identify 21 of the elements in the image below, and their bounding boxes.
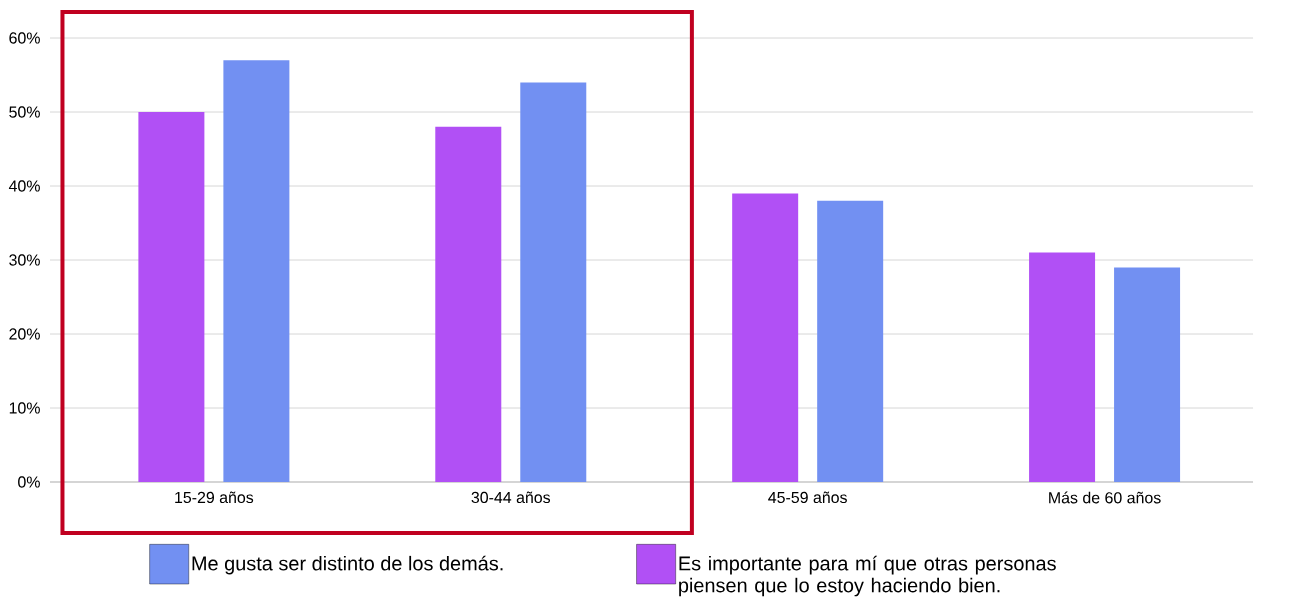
- bar: [138, 112, 205, 482]
- y-tick-label: 10%: [9, 402, 40, 414]
- legend-label: Es importante para mí que otras personas piensen que lo estoy haciendo bien.: [679, 555, 1056, 597]
- bar: [223, 60, 290, 482]
- y-tick-label: 40%: [8, 180, 40, 192]
- y-tick-label: 20%: [9, 328, 40, 340]
- y-tick-label: 0%: [18, 476, 40, 488]
- y-tick-label: 30%: [9, 254, 40, 266]
- x-tick-label: Más de 60 años: [1049, 491, 1161, 504]
- bar: [732, 193, 799, 482]
- bar: [1114, 267, 1181, 482]
- bar: [435, 126, 502, 482]
- bar: [817, 200, 884, 482]
- y-tick-label: 60%: [9, 32, 40, 44]
- x-tick-label: 30-44 años: [471, 491, 551, 504]
- bar: [1029, 252, 1096, 482]
- bar: [520, 82, 587, 482]
- x-tick-label: 15-29 años: [175, 491, 254, 504]
- legend-label: Me gusta ser distinto de los demás.: [192, 555, 503, 575]
- y-tick-label: 50%: [9, 106, 40, 118]
- x-tick-label: 45-59 años: [768, 491, 847, 504]
